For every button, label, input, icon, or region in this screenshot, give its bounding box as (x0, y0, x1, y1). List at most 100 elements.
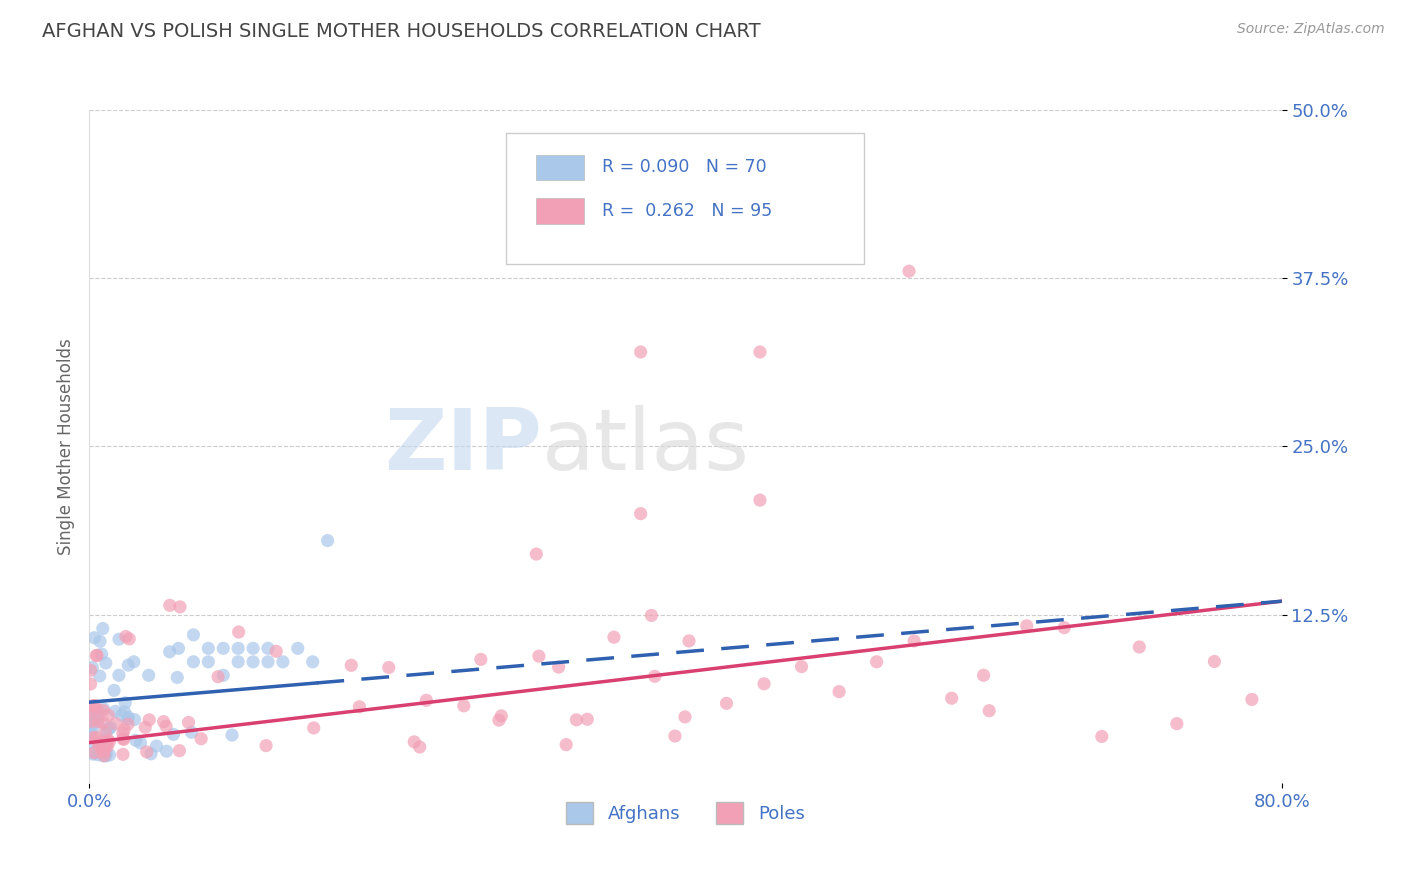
Point (603, 630, 626, 644)
Point (790, 659, 813, 673)
Point (96, 746, 118, 760)
Point (301, 655, 323, 669)
Point (108, 668, 131, 682)
Point (207, 670, 229, 684)
Point (221, 728, 243, 742)
Point (973, 668, 995, 682)
Point (110, 708, 132, 723)
Bar (536, 198, 583, 224)
Point (415, 693, 437, 707)
Point (79, 707, 101, 722)
Point (86, 648, 108, 663)
Point (124, 713, 146, 727)
Point (96, 737, 118, 751)
Point (91, 622, 114, 636)
Point (491, 709, 513, 723)
Point (527, 649, 550, 664)
Point (155, 719, 177, 733)
Legend: Afghans, Poles: Afghans, Poles (558, 795, 811, 831)
Point (409, 739, 432, 754)
Point (524, 547, 547, 561)
Point (226, 641, 249, 656)
Point (90, 647, 112, 661)
Point (112, 723, 135, 737)
Point (197, 655, 219, 669)
Point (79, 725, 101, 739)
Point (86, 735, 108, 749)
Point (93, 748, 115, 763)
Point (94, 656, 117, 670)
Point (167, 641, 190, 656)
Point (169, 744, 191, 758)
Point (135, 745, 157, 759)
Point (159, 599, 181, 613)
Point (228, 625, 250, 640)
Point (129, 736, 152, 750)
Point (89, 634, 111, 648)
Point (98, 735, 121, 749)
Text: R = 0.090   N = 70: R = 0.090 N = 70 (602, 159, 766, 177)
Point (94, 735, 117, 749)
Point (117, 717, 139, 731)
Point (183, 655, 205, 669)
Point (565, 713, 588, 727)
Point (1240, 692, 1263, 706)
Point (82, 698, 104, 713)
Point (87, 714, 110, 729)
Point (898, 264, 921, 278)
Point (79, 707, 101, 722)
Point (114, 696, 136, 710)
Point (114, 630, 136, 644)
Point (488, 713, 510, 727)
Point (117, 710, 139, 724)
Point (93, 743, 115, 757)
Point (640, 608, 662, 623)
Point (183, 628, 205, 642)
Point (86, 708, 108, 723)
Point (134, 720, 156, 734)
Point (941, 691, 963, 706)
Point (79, 734, 101, 748)
Point (111, 747, 134, 762)
Point (664, 729, 686, 743)
Point (177, 715, 200, 730)
Point (93, 749, 115, 764)
Point (104, 716, 127, 731)
Point (1091, 730, 1114, 744)
Text: AFGHAN VS POLISH SINGLE MOTHER HOUSEHOLDS CORRELATION CHART: AFGHAN VS POLISH SINGLE MOTHER HOUSEHOLD… (42, 22, 761, 41)
Point (470, 652, 492, 666)
Point (152, 714, 174, 729)
Point (340, 658, 363, 673)
Point (197, 641, 219, 656)
Point (257, 641, 280, 656)
Text: atlas: atlas (543, 405, 751, 488)
FancyBboxPatch shape (506, 133, 865, 264)
Point (139, 747, 162, 761)
Text: ZIP: ZIP (384, 405, 543, 488)
Point (212, 641, 235, 656)
Point (180, 725, 202, 739)
Point (84, 731, 107, 745)
Point (404, 735, 426, 749)
Point (145, 739, 167, 753)
Point (103, 683, 125, 698)
Point (316, 533, 339, 548)
Text: R =  0.262   N = 95: R = 0.262 N = 95 (602, 202, 772, 220)
Point (555, 738, 578, 752)
Point (212, 668, 235, 682)
Point (117, 658, 139, 673)
Point (94, 724, 117, 739)
Point (87, 714, 110, 729)
Point (979, 704, 1001, 718)
Point (190, 731, 212, 746)
Point (87, 747, 110, 762)
Text: Source: ZipAtlas.com: Source: ZipAtlas.com (1237, 22, 1385, 37)
Point (271, 655, 294, 669)
Point (162, 727, 184, 741)
Point (79, 677, 101, 691)
Point (112, 732, 135, 747)
Point (86, 648, 108, 663)
Point (125, 733, 148, 747)
Point (155, 744, 177, 758)
Point (86, 703, 108, 717)
